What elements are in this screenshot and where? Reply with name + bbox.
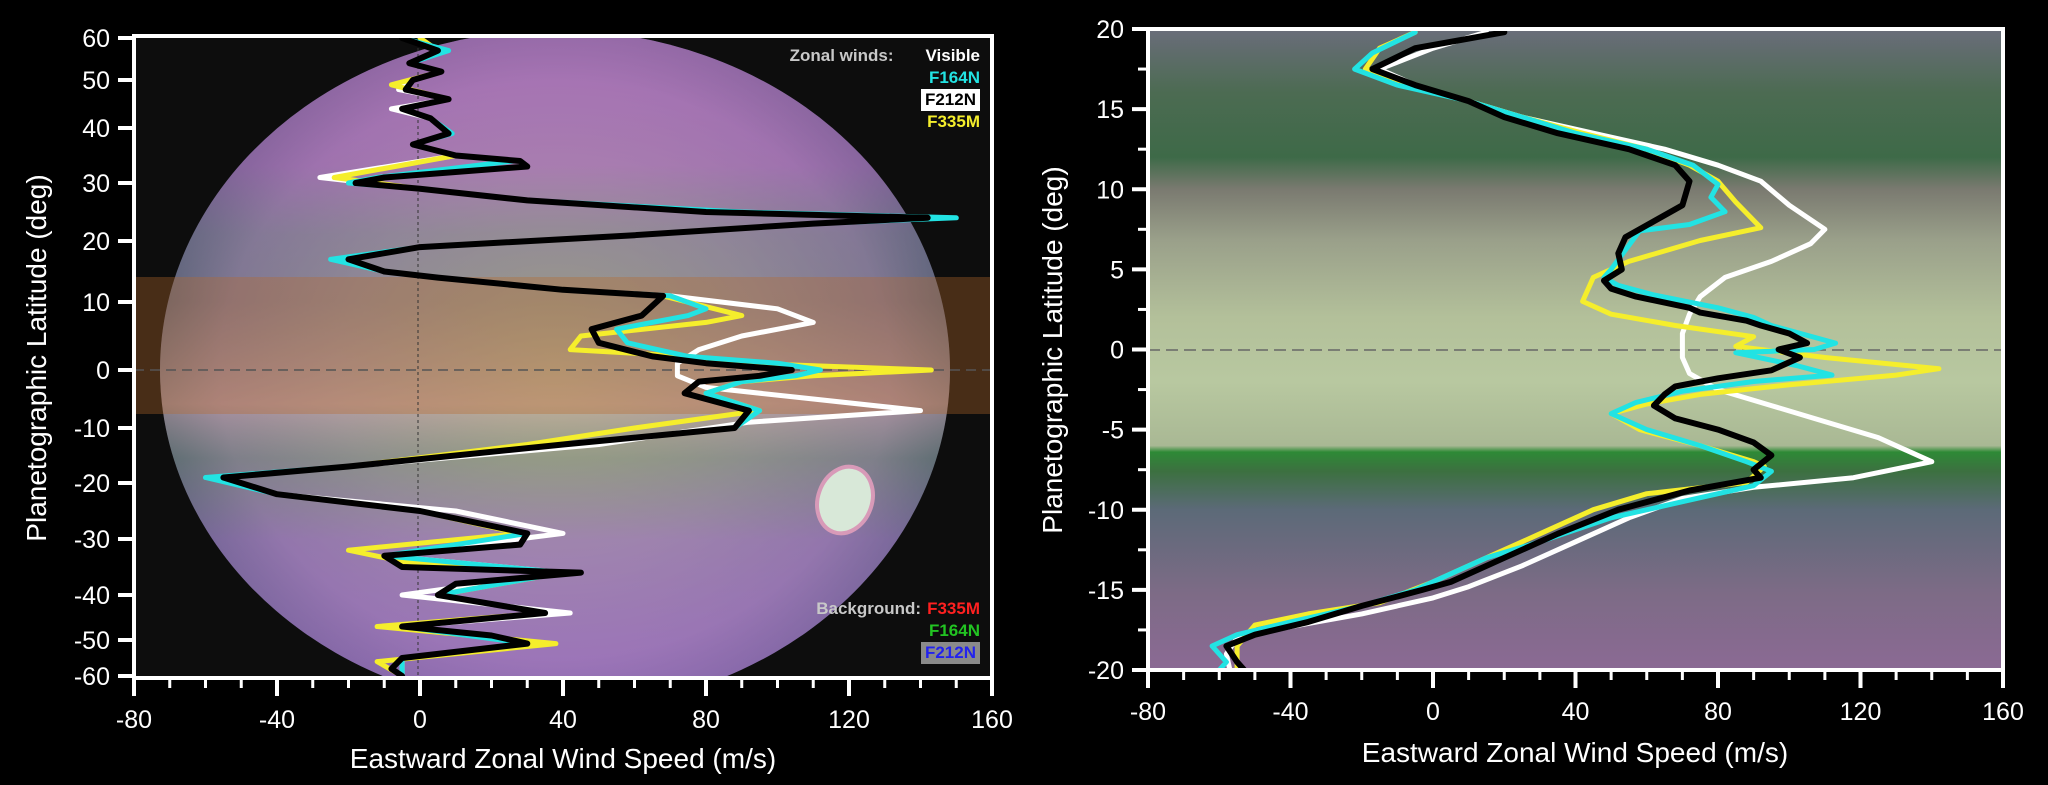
jupiter-bands — [160, 36, 950, 678]
y-tick-label: -20 — [74, 470, 110, 498]
y-tick-label: 50 — [82, 67, 110, 95]
right-chart-panel: 20 15 10 5 0 -5 -10 -15 -20 -80 -40 0 40 80 120 160 Pl… — [1024, 0, 2048, 785]
legend-f335m: F335M — [927, 112, 980, 131]
x-tick-label: 40 — [549, 706, 577, 734]
y-tick-label: -20 — [1088, 657, 1124, 685]
x-tick-label: 80 — [692, 706, 720, 734]
y-tick-label: -15 — [1088, 577, 1124, 605]
legend-f212n: F212N — [920, 89, 980, 111]
wind-curve-visible — [1223, 29, 1811, 670]
background-legend: Background: F335M F164N F212N — [816, 598, 980, 664]
x-tick-label: -40 — [1272, 698, 1308, 726]
wind-curve-f212n — [1223, 29, 1935, 670]
wind-curve-f164n — [1209, 29, 1839, 670]
x-tick-label: 120 — [1840, 698, 1882, 726]
y-tick-label: -50 — [74, 627, 110, 655]
right-chart-svg: 20 15 10 5 0 -5 -10 -15 -20 -80 -40 0 40 80 120 160 Pl… — [1037, 16, 2024, 768]
right-x-axis: -80 -40 0 40 80 120 160 — [1130, 670, 2024, 726]
left-y-axis: 60 50 40 30 20 10 0 -10 -20 -30 -40 -50 -60 — [74, 25, 134, 691]
y-tick-label: 10 — [82, 289, 110, 317]
x-tick-label: 0 — [413, 706, 427, 734]
y-tick-label: 5 — [1110, 256, 1124, 284]
y-tick-label: -30 — [74, 526, 110, 554]
y-tick-label: 10 — [1096, 176, 1124, 204]
left-x-axis: -80 -40 0 40 80 120 160 — [116, 678, 1013, 734]
y-tick-label: 40 — [82, 115, 110, 143]
left-chart-svg: 60 50 40 30 20 10 0 -10 -20 -30 -40 -50 -60 -80 -40 0 4… — [21, 25, 1013, 774]
y-tick-label: -40 — [74, 582, 110, 610]
y-tick-label: 20 — [82, 228, 110, 256]
left-x-axis-label: Eastward Zonal Wind Speed (m/s) — [350, 743, 776, 774]
y-tick-label: 60 — [82, 25, 110, 53]
right-y-axis-label: Planetographic Latitude (deg) — [1037, 166, 1068, 533]
zonal-winds-legend: Zonal winds: Visible F164N F212N F335M — [790, 45, 980, 133]
wind-curve-visible — [220, 36, 931, 678]
y-tick-label: 0 — [1110, 337, 1124, 365]
bg-legend-f212n: F212N — [920, 642, 980, 664]
x-tick-label: 40 — [1562, 698, 1590, 726]
y-tick-label: 0 — [96, 357, 110, 385]
zonal-winds-title: Zonal winds: — [789, 46, 894, 65]
y-tick-label: 15 — [1096, 96, 1124, 124]
great-red-spot — [815, 464, 875, 536]
y-tick-label: -60 — [74, 663, 110, 691]
x-tick-label: 80 — [1704, 698, 1732, 726]
x-tick-label: -80 — [1130, 698, 1166, 726]
right-x-axis-label: Eastward Zonal Wind Speed (m/s) — [1362, 737, 1788, 768]
x-tick-label: -40 — [259, 706, 295, 734]
y-tick-label: 20 — [1096, 16, 1124, 44]
right-wind-curves — [1209, 29, 1942, 670]
x-tick-label: 120 — [828, 706, 870, 734]
bg-legend-f335m: F335M — [927, 599, 980, 618]
legend-visible: Visible — [925, 46, 981, 65]
legend-f164n: F164N — [928, 68, 980, 87]
y-tick-label: 30 — [82, 170, 110, 198]
x-tick-label: -80 — [116, 706, 152, 734]
x-tick-label: 160 — [971, 706, 1013, 734]
bg-legend-f164n: F164N — [928, 621, 980, 640]
background-title: Background: — [816, 599, 922, 618]
left-wind-curves — [203, 36, 959, 678]
left-y-axis-label: Planetographic Latitude (deg) — [21, 174, 52, 541]
x-tick-label: 0 — [1426, 698, 1440, 726]
y-tick-label: -5 — [1102, 417, 1124, 445]
left-chart-panel: 60 50 40 30 20 10 0 -10 -20 -30 -40 -50 -60 -80 -40 0 4… — [21, 25, 1013, 774]
y-tick-label: -10 — [1088, 497, 1124, 525]
highlight-band — [134, 277, 992, 414]
x-tick-label: 160 — [1982, 698, 2024, 726]
right-y-axis: 20 15 10 5 0 -5 -10 -15 -20 — [1088, 16, 1148, 685]
y-tick-label: -10 — [74, 415, 110, 443]
